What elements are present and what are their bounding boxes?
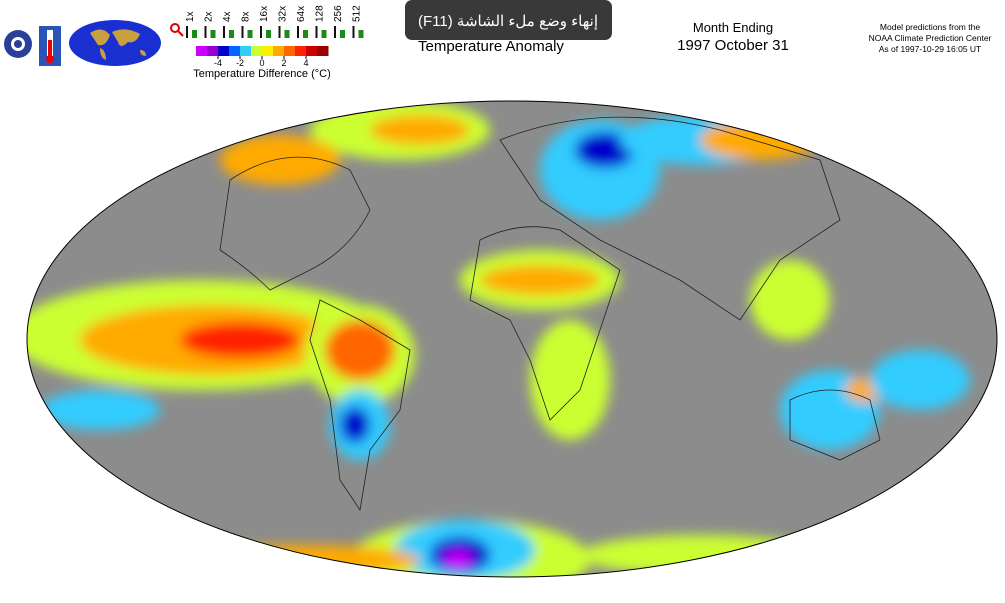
legend-swatch: [317, 46, 329, 56]
zoom-bar: [223, 26, 225, 38]
toast-text: إنهاء وضع ملء الشاشة (F11): [418, 13, 598, 30]
zoom-icon[interactable]: [170, 23, 184, 37]
legend-swatch: [306, 46, 318, 56]
legend-label: Temperature Difference (°C): [193, 68, 330, 80]
legend-swatch: [262, 46, 274, 56]
zoom-bar: [321, 30, 327, 38]
legend-swatch: [207, 46, 219, 56]
zoom-buttons: 1x 2x 4x 8x 16x 32x 64x 128 256 512: [185, 5, 364, 38]
legend-swatch: [284, 46, 296, 56]
legend-tick-label: -4: [214, 58, 222, 68]
legend-tick-label: 0: [259, 58, 264, 68]
legend-tick-label: 4: [303, 58, 308, 68]
zoom-button[interactable]: 512: [352, 5, 364, 38]
zoom-bar: [352, 26, 355, 38]
fullscreen-toast: إنهاء وضع ملء الشاشة (F11): [405, 0, 612, 40]
legend-tick-label: -2: [236, 58, 244, 68]
zoom-bar: [266, 30, 271, 38]
map-title: Temperature Anomaly: [418, 38, 564, 55]
zoom-button[interactable]: 32x: [278, 6, 290, 38]
legend-swatch: [251, 46, 263, 56]
zoom-button[interactable]: 64x: [296, 6, 308, 38]
period-date: 1997 October 31: [677, 37, 789, 54]
zoom-bar: [340, 30, 345, 38]
zoom-bar: [334, 26, 336, 38]
zoom-level-label: 16x: [259, 6, 270, 22]
zoom-level-label: 2x: [204, 11, 215, 22]
globe-icon[interactable]: [69, 20, 161, 66]
legend-swatch: [196, 46, 208, 56]
period-label: Month Ending: [693, 20, 773, 35]
zoom-button[interactable]: 8x: [241, 11, 253, 38]
legend-tick-label: 2: [281, 58, 286, 68]
credit-line: As of 1997-10-29 16:05 UT: [879, 44, 982, 54]
legend-swatch: [295, 46, 307, 56]
zoom-bar: [303, 30, 308, 38]
thermometer-icon[interactable]: [39, 26, 61, 66]
zoom-level-label: 128: [315, 5, 326, 22]
legend-swatch: [229, 46, 241, 56]
zoom-level-label: 8x: [241, 11, 252, 22]
zoom-bar: [297, 26, 299, 38]
zoom-button[interactable]: 1x: [185, 11, 197, 38]
zoom-bar: [229, 30, 234, 38]
credit-line: Model predictions from the: [880, 22, 980, 32]
credit-line: NOAA Climate Prediction Center: [869, 33, 992, 43]
zoom-level-label: 64x: [296, 6, 307, 22]
zoom-bar: [358, 30, 364, 38]
zoom-level-label: 32x: [278, 6, 289, 22]
zoom-button[interactable]: 4x: [222, 11, 234, 38]
zoom-bar: [260, 26, 262, 38]
zoom-button[interactable]: 16x: [259, 6, 271, 38]
zoom-level-label: 1x: [185, 11, 196, 22]
zoom-button[interactable]: 128: [315, 5, 327, 38]
zoom-level-label: 256: [333, 5, 344, 22]
legend-swatch: [218, 46, 230, 56]
zoom-bar: [284, 30, 290, 38]
zoom-bar: [241, 26, 244, 38]
zoom-bar: [278, 26, 281, 38]
zoom-bar: [204, 26, 207, 38]
zoom-bar: [186, 26, 188, 38]
zoom-level-label: 512: [352, 5, 363, 22]
zoom-bar: [210, 30, 216, 38]
legend-swatch: [240, 46, 252, 56]
zoom-bar: [315, 26, 318, 38]
zoom-bar: [192, 30, 197, 38]
zoom-bar: [247, 30, 253, 38]
anomaly-map[interactable]: [10, 100, 998, 598]
zoom-level-label: 4x: [222, 11, 233, 22]
legend-swatch: [273, 46, 285, 56]
zoom-button[interactable]: 256: [333, 5, 345, 38]
zoom-button[interactable]: 2x: [204, 11, 216, 38]
agency-logo[interactable]: [4, 30, 32, 58]
color-legend: -4 -2 0 2 4: [196, 46, 329, 68]
